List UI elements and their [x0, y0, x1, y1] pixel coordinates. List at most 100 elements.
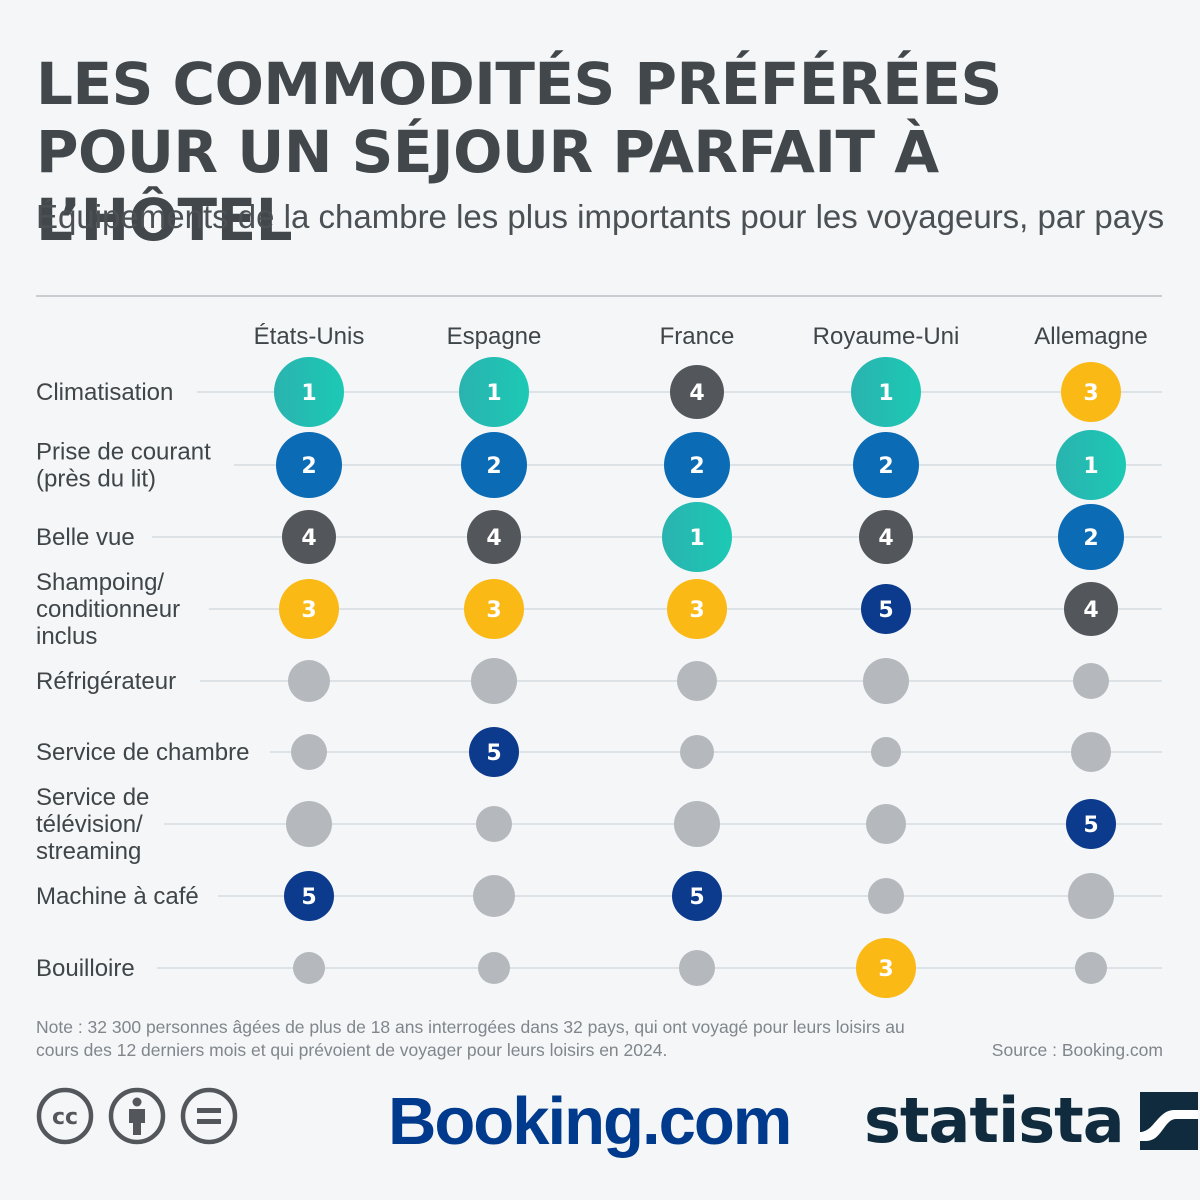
- rank-bubble: [279, 579, 339, 639]
- unranked-bubble: [863, 658, 909, 704]
- unranked-bubble: [677, 661, 717, 701]
- svg-text:cc: cc: [52, 1105, 78, 1130]
- unranked-bubble: [471, 658, 517, 704]
- rank-bubble: [276, 432, 342, 498]
- rank-bubble: [664, 432, 730, 498]
- unranked-bubble: [871, 737, 901, 767]
- statista-wordmark: statista: [864, 1084, 1125, 1157]
- rank-label: 5: [878, 598, 893, 623]
- rank-bubble: [469, 727, 519, 777]
- unranked-bubble: [476, 806, 512, 842]
- row-label: Shampoing/: [36, 569, 164, 596]
- row-label: Service de chambre: [36, 739, 249, 766]
- row-label: Réfrigérateur: [36, 668, 176, 695]
- row-label: inclus: [36, 623, 97, 650]
- rank-bubble: [284, 871, 334, 921]
- rank-label: 5: [301, 885, 316, 910]
- rank-bubble: [662, 502, 732, 572]
- row-label: Climatisation: [36, 379, 173, 406]
- booking-logo: Booking.com: [388, 1084, 792, 1159]
- chart-source: Source : Booking.com: [991, 1040, 1163, 1060]
- rank-label: 2: [689, 454, 704, 479]
- rank-chart: États-Unis Espagne France Royaume-Uni Allema…: [36, 323, 1162, 998]
- rank-bubble: [1061, 362, 1121, 422]
- row-label: Machine à café: [36, 883, 199, 910]
- rank-label: 4: [486, 526, 501, 551]
- rank-label: 5: [486, 741, 501, 766]
- rank-label: 3: [301, 598, 316, 623]
- attribution-icon: [108, 1087, 166, 1145]
- unranked-bubble: [478, 952, 510, 984]
- rank-label: 1: [689, 526, 704, 551]
- unranked-bubble: [680, 735, 714, 769]
- row-label: Prise de courant: [36, 439, 211, 466]
- rank-label: 1: [301, 381, 316, 406]
- rank-bubble: [459, 357, 529, 427]
- unranked-bubble: [288, 660, 330, 702]
- rank-label: 2: [878, 454, 893, 479]
- rank-label: 4: [1083, 598, 1098, 623]
- rank-label: 4: [301, 526, 316, 551]
- row-label: streaming: [36, 838, 141, 865]
- rank-bubble: [856, 938, 916, 998]
- column-header: Allemagne: [1034, 323, 1147, 350]
- unranked-bubble: [473, 875, 515, 917]
- row-label: Service de: [36, 784, 149, 811]
- rank-bubble: [1066, 799, 1116, 849]
- unranked-bubble: [1073, 663, 1109, 699]
- unranked-bubble: [291, 734, 327, 770]
- rank-bubble: [859, 510, 913, 564]
- rank-label: 4: [689, 381, 704, 406]
- column-header: États-Unis: [254, 323, 365, 350]
- rank-label: 3: [878, 957, 893, 982]
- column-header: France: [660, 323, 735, 350]
- rank-bubble: [467, 510, 521, 564]
- chart-note: Note : 32 300 personnes âgées de plus de…: [36, 1017, 905, 1060]
- rank-bubble: [282, 510, 336, 564]
- row-label: Bouilloire: [36, 955, 135, 982]
- rank-label: 3: [486, 598, 501, 623]
- row-label: Belle vue: [36, 524, 135, 551]
- rank-label: 4: [878, 526, 893, 551]
- rank-label: 1: [878, 381, 893, 406]
- unranked-bubble: [1068, 873, 1114, 919]
- rank-bubble: [1064, 582, 1118, 636]
- column-header: Espagne: [447, 323, 542, 350]
- rank-label: 5: [689, 885, 704, 910]
- rank-label: 2: [1083, 526, 1098, 551]
- unranked-bubble: [1075, 952, 1107, 984]
- rank-bubble: [461, 432, 527, 498]
- unranked-bubble: [293, 952, 325, 984]
- rank-label: 1: [1083, 454, 1098, 479]
- unranked-bubble: [286, 801, 332, 847]
- rank-label: 2: [486, 454, 501, 479]
- no-derivatives-icon: [180, 1087, 238, 1145]
- rank-bubble: [861, 584, 911, 634]
- rank-label: 5: [1083, 813, 1098, 838]
- rank-label: 2: [301, 454, 316, 479]
- row-label: conditionneur: [36, 596, 180, 623]
- unranked-bubble: [868, 878, 904, 914]
- rank-bubble: [670, 365, 724, 419]
- rank-label: 1: [486, 381, 501, 406]
- rank-label: 3: [689, 598, 704, 623]
- license-icons: cc: [36, 1087, 238, 1145]
- rank-bubble: [667, 579, 727, 639]
- rank-bubble: [672, 871, 722, 921]
- rank-bubble: [274, 357, 344, 427]
- cc-icon: cc: [36, 1087, 94, 1145]
- chart-subtitle: Équipements de la chambre les plus impor…: [36, 198, 1165, 235]
- column-header: Royaume-Uni: [813, 323, 960, 350]
- header-divider: [36, 295, 1162, 297]
- unranked-bubble: [1071, 732, 1111, 772]
- row-label: télévision/: [36, 811, 143, 838]
- rank-label: 3: [1083, 381, 1098, 406]
- statista-mark-icon: [1139, 1092, 1198, 1150]
- rank-bubble: [1058, 504, 1124, 570]
- unranked-bubble: [674, 801, 720, 847]
- statista-logo: statista: [864, 1085, 1198, 1157]
- rank-bubble: [1056, 430, 1126, 500]
- unranked-bubble: [866, 804, 906, 844]
- rank-bubble: [853, 432, 919, 498]
- rank-bubble: [851, 357, 921, 427]
